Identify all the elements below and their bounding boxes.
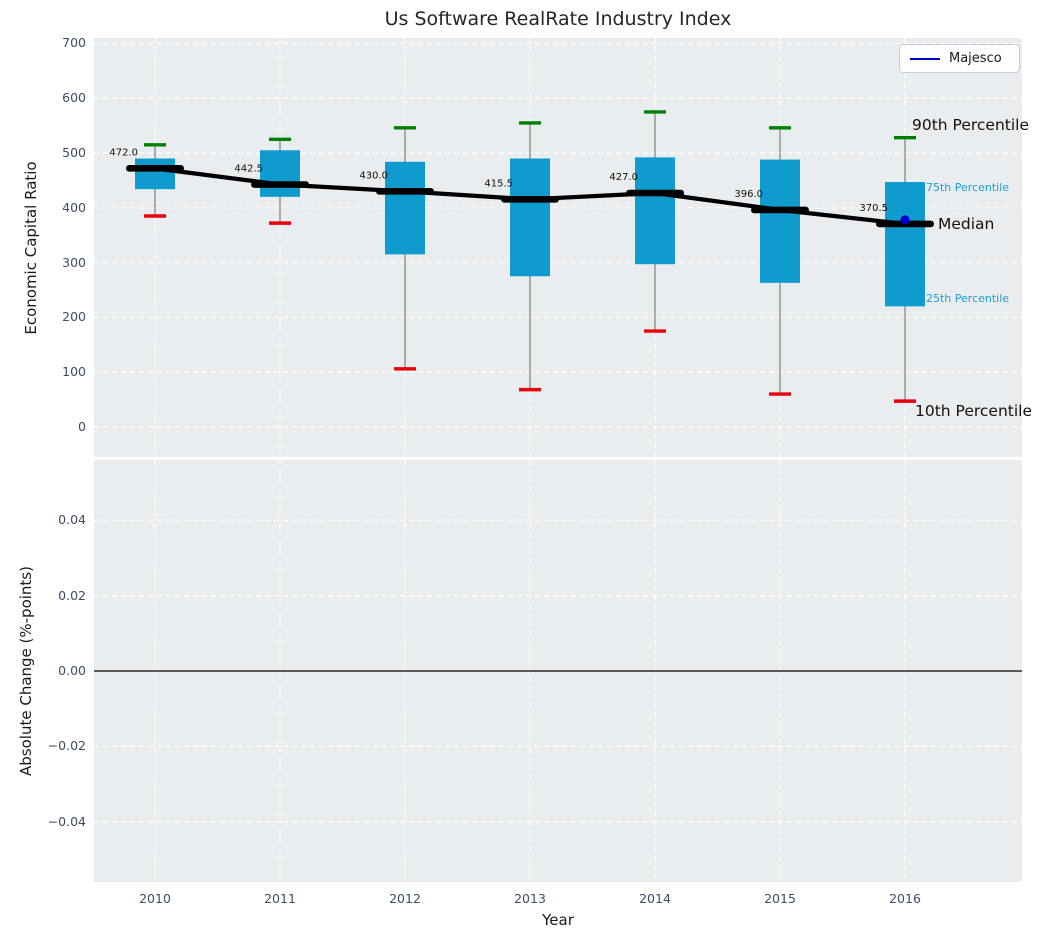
iqr-box: [135, 158, 175, 190]
iqr-box: [885, 182, 925, 307]
ytick-bottom-0.02: 0.02: [58, 587, 86, 603]
xtick-2014: 2014: [639, 891, 671, 906]
ytick-top-200: 200: [62, 309, 86, 325]
median-value-label: 430.0: [359, 170, 388, 181]
median-value-label: 442.5: [234, 164, 263, 175]
ytick-top-100: 100: [62, 364, 86, 380]
median-bar: [751, 206, 809, 214]
ytick-bottom-0.04: 0.04: [58, 512, 86, 528]
median-bar: [126, 165, 184, 172]
legend-line-majesco: [910, 57, 940, 60]
chart-title: Us Software RealRate Industry Index: [384, 8, 732, 30]
change-canvas: [94, 460, 1022, 882]
ytick-top-300: 300: [62, 254, 86, 270]
box-2015: [760, 126, 800, 396]
ytick-top-700: 700: [62, 35, 86, 51]
iqr-box: [510, 158, 550, 277]
iqr-box: [760, 159, 800, 283]
annotation-median: Median: [938, 215, 995, 233]
iqr-box: [385, 161, 425, 255]
xtick-2015: 2015: [764, 891, 796, 906]
median-bar: [376, 188, 434, 195]
median-value-label: 370.5: [859, 203, 888, 214]
y-axis-label-top: Economic Capital Ratio: [22, 161, 40, 335]
bottom-plot-area: [94, 460, 1022, 882]
box-2012: [385, 126, 425, 371]
boxplot-canvas: 472.0 442.5 430.0 415.5 427.0 396.0 370.5: [94, 38, 1022, 457]
annotation-25th-percentile: 25th Percentile: [926, 292, 1010, 305]
xtick-2012: 2012: [389, 891, 421, 906]
annotation-10th-percentile: 10th Percentile: [915, 402, 1033, 420]
xtick-2016: 2016: [889, 891, 921, 906]
ytick-bottom-−0.02: −0.02: [47, 738, 86, 754]
median-value-label: 427.0: [609, 172, 638, 183]
legend: Majesco: [899, 44, 1020, 73]
iqr-box: [635, 157, 675, 265]
ytick-top-500: 500: [62, 145, 86, 161]
median-bar: [501, 196, 559, 203]
box-2014: [635, 110, 675, 333]
ytick-top-600: 600: [62, 90, 86, 106]
ytick-bottom-0.00: 0.00: [58, 663, 86, 678]
annotation-75th-percentile: 75th Percentile: [926, 181, 1010, 194]
box-2016: [885, 135, 925, 403]
ytick-top-400: 400: [62, 199, 86, 215]
median-bar: [626, 189, 684, 197]
median-bar: [251, 181, 309, 188]
ytick-bottom-−0.04: −0.04: [47, 813, 86, 829]
xtick-2013: 2013: [514, 891, 546, 906]
box-2010: [135, 143, 175, 218]
legend-label: Majesco: [949, 51, 1002, 66]
majesco-point: [900, 215, 910, 225]
x-axis-label: Year: [542, 911, 574, 929]
box-2013: [510, 121, 550, 392]
annotation-90th-percentile: 90th Percentile: [912, 116, 1030, 134]
median-value-label: 415.5: [484, 178, 513, 189]
median-value-label: 396.0: [734, 189, 763, 200]
xtick-2011: 2011: [264, 891, 296, 906]
xtick-2010: 2010: [139, 891, 171, 906]
ytick-top-0: 0: [78, 418, 86, 434]
median-value-label: 472.0: [109, 147, 138, 158]
iqr-box: [260, 150, 300, 197]
top-plot-area: 472.0 442.5 430.0 415.5 427.0 396.0 370.5: [94, 38, 1022, 457]
